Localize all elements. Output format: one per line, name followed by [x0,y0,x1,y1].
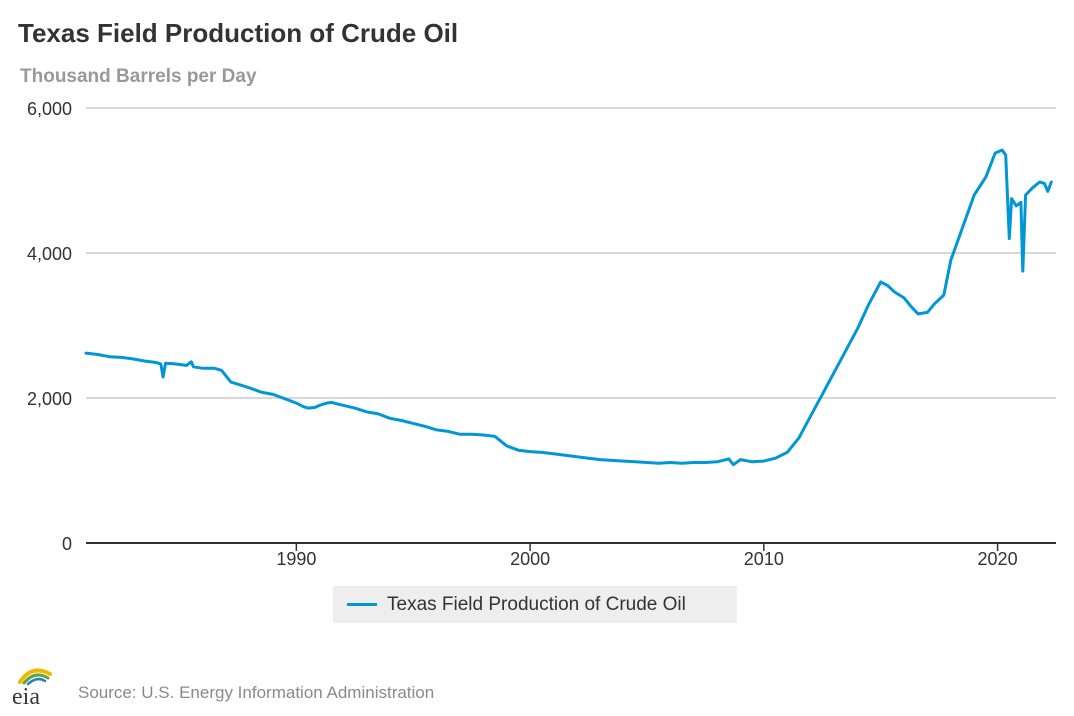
y-tick-label: 2,000 [27,389,72,409]
legend-swatch [347,603,377,606]
y-tick-label: 4,000 [27,244,72,264]
y-tick-label: 0 [62,534,72,554]
x-tick-label: 2020 [978,549,1018,569]
eia-logo: eia [12,668,52,708]
eia-logo-text: eia [12,684,40,708]
source-note: Source: U.S. Energy Information Administ… [78,683,435,702]
legend[interactable]: Texas Field Production of Crude Oil [333,586,737,623]
series-line [84,148,1053,467]
x-tick-label: 1990 [276,549,316,569]
legend-label: Texas Field Production of Crude Oil [387,593,686,615]
chart-subtitle: Thousand Barrels per Day [20,66,257,87]
chart-title: Texas Field Production of Crude Oil [18,18,459,48]
x-tick-label: 2010 [744,549,784,569]
x-tick-label: 2000 [510,549,550,569]
y-tick-label: 6,000 [27,99,72,119]
